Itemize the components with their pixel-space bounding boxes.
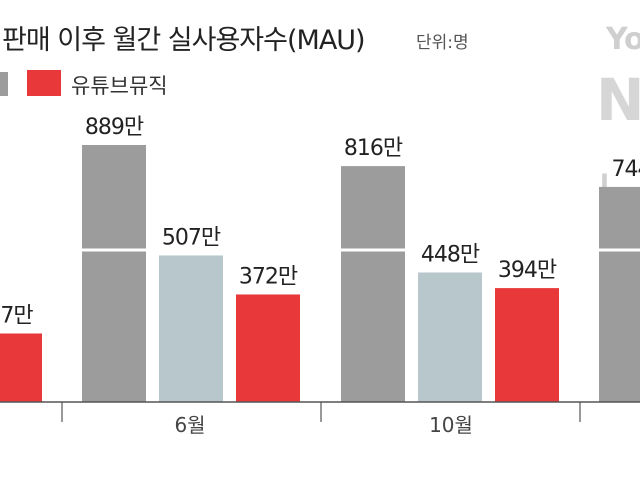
value-label-0-0: 37만 xyxy=(0,303,33,328)
value-label-2-0: 816만 xyxy=(344,136,403,161)
value-label-1-0: 889만 xyxy=(85,115,144,140)
value-label-1-2: 372만 xyxy=(239,264,298,289)
legend-swatch-red xyxy=(27,70,61,96)
bar-1-1 xyxy=(159,255,223,402)
chart-title: 판매 이후 월간 실사용자수(MAU) xyxy=(2,25,366,56)
legend-swatch-gray xyxy=(0,72,8,96)
unit-label: 단위:명 xyxy=(416,33,469,53)
bar-1-0 xyxy=(82,145,146,402)
value-label-3-0: 744 xyxy=(612,157,640,182)
value-label-2-1: 448만 xyxy=(421,242,480,267)
watermark-logo-letter: N xyxy=(596,66,640,134)
bar-1-2 xyxy=(236,294,300,402)
value-label-2-2: 394만 xyxy=(498,258,557,283)
x-tick-label-2: 10월 xyxy=(429,413,473,437)
bar-0-0 xyxy=(0,333,42,402)
value-labels-layer: 37만 889만 507만 372만 816만 448만 394만 744 xyxy=(0,115,640,328)
bars-layer xyxy=(0,145,640,402)
bar-2-2 xyxy=(495,288,559,402)
axis-layer: 6월 10월 xyxy=(0,401,640,437)
watermark-logo-side: l xyxy=(600,170,609,200)
legend-label-red: 유튜브뮤직 xyxy=(71,74,168,98)
x-tick-label-1: 6월 xyxy=(174,413,205,437)
watermark-logo-text: Yo xyxy=(606,22,640,57)
value-label-1-1: 507만 xyxy=(162,225,221,250)
bar-3-0 xyxy=(599,186,640,402)
bar-2-1 xyxy=(418,272,482,402)
bar-2-0 xyxy=(341,166,405,402)
